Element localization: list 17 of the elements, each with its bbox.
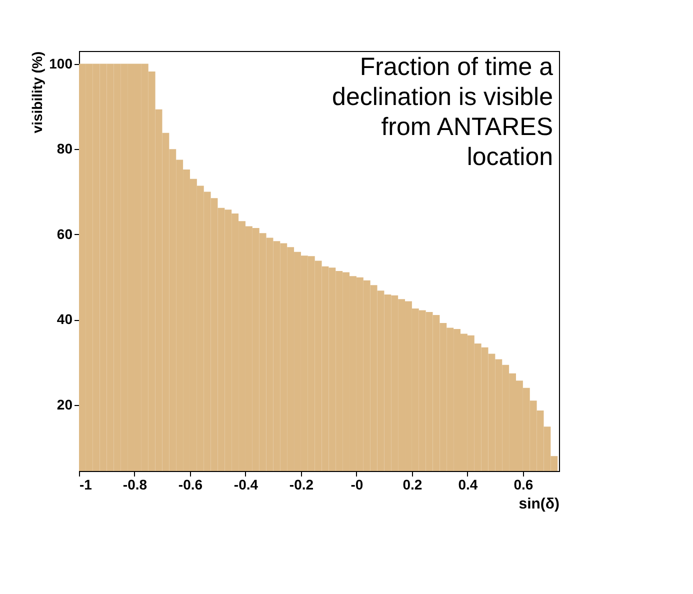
y-tick-label: 100 [49,55,73,72]
annotation: Fraction of time a declination is visible from ANTARES location [332,53,554,171]
x-tick-label: 0.4 [458,476,478,492]
x-tick-label: -0 [350,476,364,492]
x-tick-label: -1 [80,476,92,492]
y-tick-label: 60 [56,226,73,242]
x-tick-label: 0.2 [402,476,422,492]
y-tick-label: 40 [56,311,73,328]
x-tick-label: -0.2 [289,476,314,492]
y-tick-label: 80 [56,140,73,157]
x-axis-title: sin(δ) [518,496,560,512]
y-tick-label: 20 [56,396,73,412]
x-tick-label: -0.4 [234,476,258,492]
x-tick-label: 0.6 [514,476,534,492]
y-axis-title: visibility (%) [29,52,46,134]
x-tick-label: -0.8 [122,476,148,492]
x-tick-label: -0.6 [178,476,203,492]
